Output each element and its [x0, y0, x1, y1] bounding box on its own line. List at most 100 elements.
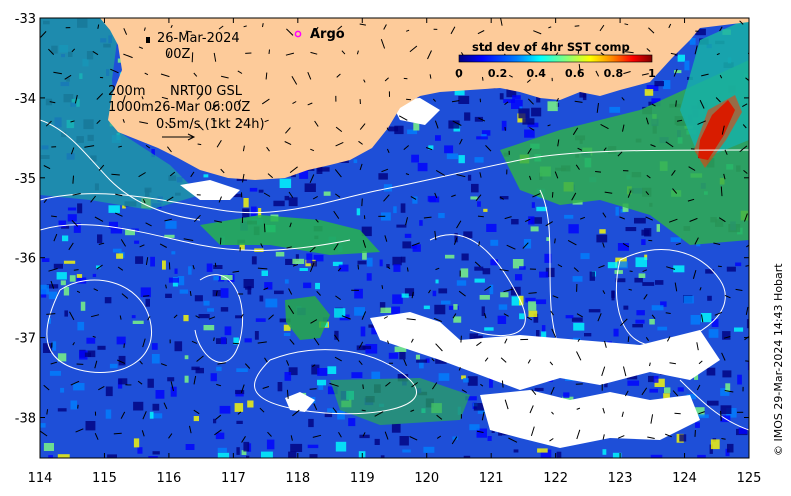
- sst-pixel: [375, 439, 380, 445]
- current-vector: [406, 99, 411, 100]
- current-vector: [310, 389, 317, 390]
- sst-pixel: [471, 184, 479, 193]
- sst-pixel: [539, 272, 548, 278]
- sst-pixel: [536, 299, 546, 304]
- sst-pixel: [53, 341, 57, 350]
- x-tick-label: 115: [92, 471, 117, 486]
- sst-pixel: [185, 355, 189, 359]
- sst-pixel: [303, 283, 311, 289]
- sst-pixel: [211, 373, 217, 381]
- sst-pixel: [483, 268, 491, 274]
- sst-pixel: [380, 260, 383, 267]
- sst-pixel: [652, 305, 664, 310]
- sst-pixel: [43, 343, 52, 353]
- sst-pixel: [475, 157, 484, 163]
- sst-pixel: [707, 368, 716, 376]
- sst-pixel: [727, 267, 736, 272]
- sst-pixel: [401, 257, 406, 263]
- sst-pixel: [438, 213, 445, 218]
- sst-pixel: [77, 274, 82, 278]
- sst-pixel: [153, 404, 160, 411]
- current-vector: [555, 239, 556, 244]
- sst-pixel: [488, 436, 492, 441]
- sst-pixel: [636, 310, 645, 315]
- sst-pixel: [727, 444, 734, 453]
- sst-pixel: [684, 296, 694, 304]
- current-vector: [749, 195, 751, 198]
- x-tick-label: 125: [737, 471, 762, 486]
- sst-pixel: [58, 408, 67, 411]
- x-tick-label: 122: [543, 471, 568, 486]
- sst-pixel: [711, 439, 720, 449]
- sst-pixel: [358, 261, 367, 265]
- sst-pixel: [573, 276, 583, 282]
- sst-pixel: [461, 268, 469, 277]
- sst-pixel: [93, 274, 96, 277]
- sst-pixel: [635, 320, 644, 324]
- sst-pixel: [712, 319, 719, 327]
- sst-pixel: [156, 390, 165, 399]
- sst-pixel: [503, 99, 515, 103]
- sst-pixel: [641, 239, 645, 245]
- sst-pixel: [169, 278, 179, 283]
- sst-pixel: [218, 448, 227, 453]
- sst-pixel: [463, 378, 469, 382]
- sst-pixel: [367, 258, 373, 267]
- sst-pixel: [500, 292, 508, 297]
- sst-pixel: [657, 327, 667, 331]
- sst-pixel: [247, 401, 253, 408]
- sst-pixel: [280, 179, 292, 188]
- sst-pixel: [445, 255, 454, 259]
- sst-pixel: [109, 205, 120, 213]
- colorbar-tick-label: 0.6: [565, 67, 585, 80]
- current-vector: [220, 238, 221, 245]
- current-vector: [263, 23, 264, 27]
- sst-pixel: [188, 266, 192, 274]
- sst-pixel: [243, 198, 248, 207]
- sst-pixel: [515, 274, 522, 280]
- sst-pixel: [73, 383, 84, 390]
- sst-pixel: [81, 302, 86, 311]
- sst-pixel: [288, 452, 296, 459]
- sst-pixel: [511, 219, 518, 224]
- sst-pixel: [243, 442, 249, 452]
- sst-pixel: [623, 306, 628, 310]
- sst-pixel: [615, 270, 623, 274]
- sst-pixel: [236, 447, 239, 455]
- sst-pixel: [110, 364, 118, 369]
- sst-pixel: [267, 440, 275, 450]
- sst-pixel: [490, 240, 498, 246]
- sst-pixel: [60, 388, 64, 393]
- current-vector: [114, 433, 122, 434]
- sst-pixel: [77, 203, 82, 213]
- sst-pixel: [183, 315, 188, 321]
- sst-pixel: [436, 280, 439, 284]
- sst-pixel: [392, 424, 401, 433]
- sst-pixel: [747, 319, 753, 328]
- current-vector: [73, 176, 74, 184]
- sst-pixel: [528, 216, 534, 224]
- sst-pixel: [235, 390, 244, 394]
- sst-pixel: [572, 318, 583, 322]
- vector-scale-label: 0.5m/s (1kt 24h): [156, 117, 265, 132]
- sst-pixel: [435, 135, 441, 141]
- sst-pixel: [367, 273, 372, 281]
- current-vector: [552, 192, 553, 198]
- sst-pixel: [256, 318, 266, 322]
- current-vector: [192, 52, 193, 62]
- sst-pixel: [596, 235, 607, 243]
- sst-pixel: [477, 201, 481, 207]
- sst-pixel: [393, 206, 397, 213]
- sst-pixel: [274, 291, 284, 295]
- sst-pixel: [500, 93, 504, 99]
- sst-pixel: [137, 447, 142, 454]
- sst-pixel: [616, 207, 619, 216]
- sst-pixel: [529, 311, 538, 317]
- sst-pixel: [464, 112, 470, 120]
- sst-pixel: [441, 301, 451, 305]
- x-tick-label: 124: [672, 471, 697, 486]
- current-vector: [269, 50, 270, 54]
- sst-pixel: [117, 337, 126, 345]
- sst-pixel: [590, 272, 595, 281]
- current-vector: [721, 187, 722, 197]
